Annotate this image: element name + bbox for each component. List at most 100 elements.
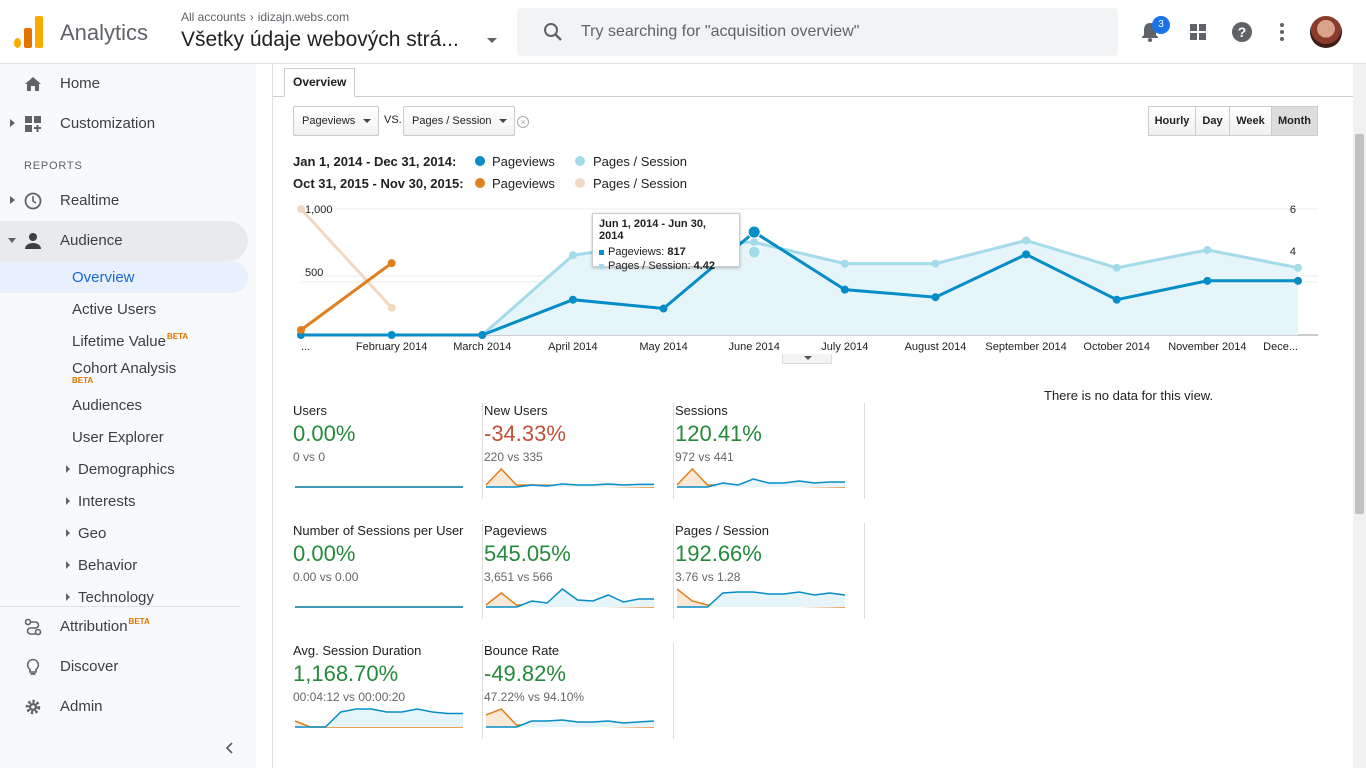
sidebar-item-audience[interactable]: Audience	[0, 221, 248, 261]
metric-card[interactable]: New Users -34.33% 220 vs 335	[484, 403, 674, 499]
expand-arrow-icon[interactable]	[66, 529, 70, 537]
metric-sparkline	[294, 708, 463, 728]
sidebar-item-demographics[interactable]: Demographics	[0, 453, 248, 485]
scrollbar-thumb[interactable]	[1355, 134, 1364, 514]
granularity-week-button[interactable]: Week	[1229, 106, 1272, 136]
series-line-pageviews	[301, 230, 1298, 337]
help-icon[interactable]: ?	[1228, 18, 1256, 46]
search-box[interactable]: Try searching for "acquisition overview"	[517, 8, 1118, 56]
metric-value: 120.41%	[675, 421, 762, 446]
sidebar-item-interests[interactable]: Interests	[0, 485, 248, 517]
data-point-pages-session	[1203, 245, 1212, 254]
sidebar-item-active-users[interactable]: Active Users	[0, 293, 248, 325]
metric-sparkline	[295, 606, 463, 608]
expand-arrow-icon[interactable]	[66, 465, 70, 473]
sidebar-item-label: Demographics	[78, 461, 175, 478]
analytics-logo-icon[interactable]	[14, 16, 44, 48]
tooltip-row-pages-session: Pages / Session: 4.42	[599, 259, 733, 273]
sidebar-item-customization[interactable]: Customization	[0, 104, 248, 144]
all-accounts-link[interactable]: All accounts	[181, 10, 246, 24]
scrollbar[interactable]	[1353, 64, 1366, 768]
metric-value: 192.66%	[675, 541, 762, 566]
sidebar-item-realtime[interactable]: Realtime	[0, 181, 248, 221]
sidebar-item-attribution[interactable]: AttributionBETA	[0, 607, 248, 647]
chevron-down-icon[interactable]	[487, 38, 497, 43]
metric-card[interactable]: Number of Sessions per User 0.00% 0.00 vs …	[293, 523, 483, 619]
metric-card[interactable]: Users 0.00% 0 vs 0	[293, 403, 483, 499]
chevron-down-icon	[363, 119, 371, 123]
chart-resize-handle[interactable]	[782, 354, 832, 364]
secondary-metric-select[interactable]: Pages / Session	[403, 106, 515, 136]
metric-card[interactable]: Sessions 120.41% 972 vs 441	[675, 403, 865, 499]
metric-name: Avg. Session Duration	[293, 643, 422, 658]
primary-metric-value: Pageviews	[302, 115, 356, 127]
metric-sparkline	[485, 708, 655, 728]
sidebar-item-cohort-analysis[interactable]: Cohort Analysis BETA	[0, 352, 248, 388]
metric-comparison: 00:04:12 vs 00:00:20	[293, 690, 406, 704]
legend-range-label: Oct 31, 2015 - Nov 30, 2015:	[293, 176, 464, 191]
collapse-arrow-icon[interactable]	[8, 238, 16, 243]
sidebar-item-label: AttributionBETA	[60, 617, 150, 635]
account-breadcrumb[interactable]: All accounts › idizajn.webs.com	[181, 10, 349, 24]
data-point-pageviews	[387, 331, 396, 339]
view-selector[interactable]: Všetky údaje webových strá...	[181, 28, 459, 51]
sidebar-item-home[interactable]: Home	[0, 64, 248, 104]
svg-text:?: ?	[1238, 24, 1247, 40]
legend-dot-pageviews-previous	[475, 178, 485, 188]
search-input[interactable]: Try searching for "acquisition overview"	[581, 23, 860, 40]
sidebar-item-label: Realtime	[60, 192, 120, 209]
collapse-sidebar-chevron-icon[interactable]	[224, 742, 236, 754]
more-vert-icon[interactable]	[1268, 18, 1296, 46]
apps-grid-icon[interactable]	[1184, 18, 1212, 46]
metric-sparkline	[676, 588, 846, 608]
x-axis-tick-label: August 2014	[905, 341, 967, 353]
sidebar-item-lifetime-value[interactable]: Lifetime ValueBETA	[0, 325, 248, 357]
search-icon	[544, 23, 562, 41]
legend-dot-pageviews-current	[475, 156, 485, 166]
property-name[interactable]: idizajn.webs.com	[257, 10, 350, 24]
sidebar-item-discover[interactable]: Discover	[0, 647, 248, 687]
prev-data-point-pageviews	[387, 259, 396, 268]
metric-card[interactable]: Avg. Session Duration 1,168.70% 00:04:12 v…	[293, 643, 483, 739]
sidebar-item-behavior[interactable]: Behavior	[0, 549, 248, 581]
tab-overview[interactable]: Overview	[284, 68, 356, 97]
metric-card[interactable]: Pages / Session 192.66% 3.76 vs 1.28	[675, 523, 865, 619]
sidebar-item-geo[interactable]: Geo	[0, 517, 248, 549]
report-main: Overview Pageviews VS. Pages / Session ×…	[272, 64, 1353, 768]
beta-badge: BETA	[166, 332, 189, 341]
clear-comparison-icon[interactable]: ×	[517, 116, 529, 128]
metric-card[interactable]: Pageviews 545.05% 3,651 vs 566	[484, 523, 674, 619]
lifetime-value-label: Lifetime Value	[72, 333, 166, 350]
granularity-day-button[interactable]: Day	[1195, 106, 1230, 136]
data-point-pageviews	[931, 293, 940, 302]
metric-value: -49.82%	[484, 661, 566, 686]
sparkline-current	[677, 478, 845, 488]
granularity-month-button[interactable]: Month	[1271, 106, 1318, 136]
expand-arrow-icon[interactable]	[66, 593, 70, 601]
metric-card[interactable]: Bounce Rate -49.82% 47.22% vs 94.10%	[484, 643, 674, 739]
sidebar-item-audiences[interactable]: Audiences	[0, 389, 248, 421]
sidebar-item-technology[interactable]: Technology	[0, 581, 248, 613]
sidebar-item-overview[interactable]: Overview	[0, 261, 248, 293]
prev-data-point-pageviews	[297, 325, 305, 334]
sidebar-item-admin[interactable]: Admin	[0, 687, 248, 727]
granularity-hourly-button[interactable]: Hourly	[1148, 106, 1196, 136]
primary-metric-select[interactable]: Pageviews	[293, 106, 379, 136]
sparkline-area-current	[677, 592, 845, 607]
expand-arrow-icon[interactable]	[10, 119, 15, 127]
sidebar: Home Customization REPORTS Realtime Audi…	[0, 64, 256, 768]
legend-range-previous: Oct 31, 2015 - Nov 30, 2015:	[293, 176, 464, 191]
sidebar-item-user-explorer[interactable]: User Explorer	[0, 421, 248, 453]
legend-series-label: Pages / Session	[593, 154, 687, 169]
sidebar-item-label: Admin	[60, 698, 103, 715]
legend-series-label: Pageviews	[492, 154, 555, 169]
highlighted-point-pageviews	[747, 225, 761, 239]
expand-arrow-icon[interactable]	[66, 561, 70, 569]
expand-arrow-icon[interactable]	[10, 196, 15, 204]
avatar[interactable]	[1310, 16, 1342, 48]
tooltip-title: Jun 1, 2014 - Jun 30, 2014	[599, 218, 706, 242]
attribution-icon	[24, 618, 42, 636]
metric-comparison: 0.00 vs 0.00	[293, 570, 359, 584]
expand-arrow-icon[interactable]	[66, 497, 70, 505]
